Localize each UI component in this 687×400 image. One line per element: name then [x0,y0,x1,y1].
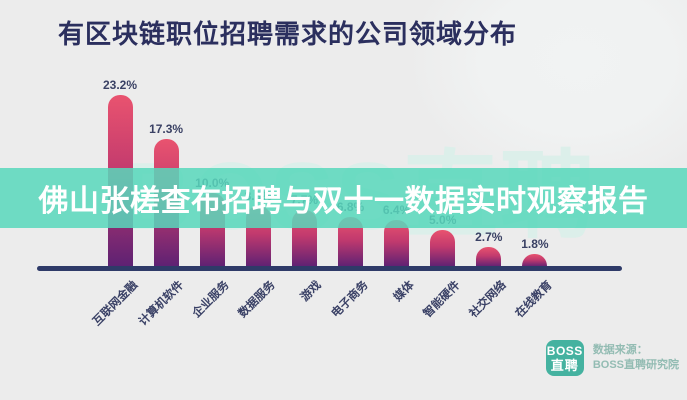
data-source-name: BOSS直聘研究院 [592,359,679,371]
bar-智能硬件 [430,230,456,267]
bar-value-label: 17.3% [149,122,184,136]
data-source-label: 数据来源： [592,344,648,356]
x-axis-label: 游戏 [299,279,325,304]
logo-text-boss: BOSS [546,343,583,358]
x-axis-label: 计算机软件 [136,279,186,329]
x-axis-label: 在线教育 [513,279,555,321]
x-axis-label: 企业服务 [190,279,232,321]
x-axis-label: 智能硬件 [421,279,463,321]
bar-value-label: 2.7% [475,230,503,244]
data-source-text: 数据来源： BOSS直聘研究院 [593,340,679,373]
chart-title: 有区块链职位招聘需求的公司领域分布 [58,19,518,49]
bar-社交网络 [476,247,502,267]
source-footer: BOSS 直聘 数据来源： BOSS直聘研究院 [545,340,679,376]
x-axis-label: 互联网金融 [90,279,140,329]
bar-在线教育 [522,254,548,267]
overlay-banner-text: 佛山张槎查布招聘与双十一数据实时观察报告 [38,185,649,218]
x-axis-line [37,266,622,271]
logo-text-zhipin: 直聘 [550,357,579,373]
x-axis-label: 社交网络 [467,279,509,321]
bar-value-label: 23.2% [102,78,138,92]
x-axis-label: 数据服务 [236,279,278,321]
overlay-banner: 佛山张槎查布招聘与双十一数据实时观察报告 [0,168,687,228]
x-axis-label: 媒体 [391,279,417,304]
boss-zhipin-logo: BOSS 直聘 [545,340,584,376]
x-axis-label: 电子商务 [329,279,371,321]
bar-value-label: 1.8% [521,237,549,251]
